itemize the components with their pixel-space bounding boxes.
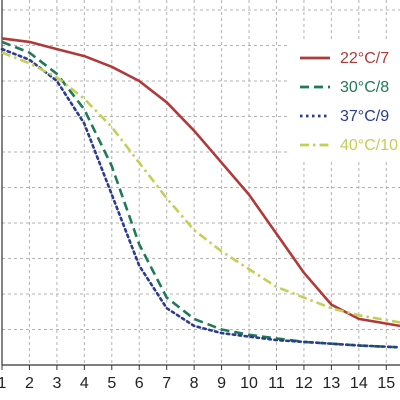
x-tick-label: 14 xyxy=(350,375,368,392)
x-tick-label: 6 xyxy=(135,375,144,392)
series-line-1 xyxy=(1,37,400,328)
x-tick-label: 15 xyxy=(377,375,395,392)
x-tick-label: 11 xyxy=(268,375,285,392)
series-line-4 xyxy=(1,51,400,324)
series-line-3 xyxy=(0,47,400,349)
series-lines xyxy=(0,37,400,349)
legend-label-1: 22°C/7 xyxy=(340,50,389,67)
x-tick-label: 8 xyxy=(190,375,199,392)
x-tick-label: 2 xyxy=(25,375,34,392)
x-tick-label: 4 xyxy=(80,375,89,392)
x-tick-label: 12 xyxy=(295,375,313,392)
x-tick-label: 13 xyxy=(322,375,340,392)
legend: 22°C/7 30°C/8 37°C/9 40°C/10 xyxy=(290,40,400,160)
x-tick-label: 3 xyxy=(52,375,61,392)
legend-label-4: 40°C/10 xyxy=(340,137,398,154)
x-tick-label: 1 xyxy=(0,375,7,392)
x-tick-labels: 1 2 3 4 5 6 7 8 9 10 11 12 13 14 15 xyxy=(0,365,395,392)
x-tick-label: 5 xyxy=(107,375,116,392)
x-tick-label: 9 xyxy=(217,375,226,392)
x-tick-label: 10 xyxy=(240,375,258,392)
legend-label-2: 30°C/8 xyxy=(340,79,389,96)
legend-label-3: 37°C/9 xyxy=(340,108,389,125)
axes xyxy=(1,0,400,366)
x-tick-label: 7 xyxy=(162,375,171,392)
legend-background xyxy=(290,40,400,160)
